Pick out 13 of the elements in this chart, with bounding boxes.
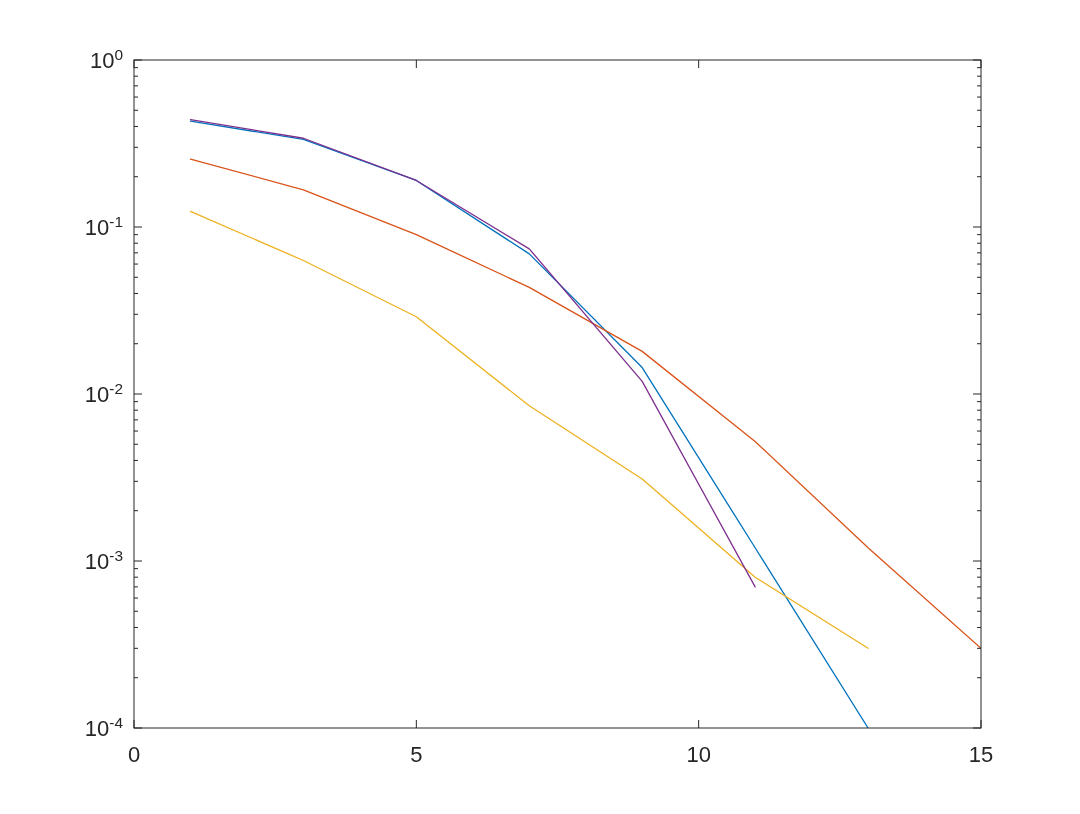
y-tick-label: 10$^{-4}$ <box>84 713 124 741</box>
x-tick-label: 5 <box>410 742 423 767</box>
y-tick-label: 10$^{-2}$ <box>84 379 123 407</box>
y-tick-label: 10$^{-3}$ <box>84 546 123 574</box>
line-series <box>189 118 756 588</box>
x-tick-label: 0 <box>127 742 141 767</box>
y-tick-label: 10$^{0}$ <box>89 45 123 73</box>
x-tick-label: 15 <box>968 742 994 767</box>
x-tick-label: 10 <box>686 742 711 767</box>
line-series <box>189 210 869 649</box>
y-tick-label: 10$^{-1}$ <box>84 212 123 240</box>
line-series <box>189 120 869 728</box>
line-series <box>189 158 981 649</box>
